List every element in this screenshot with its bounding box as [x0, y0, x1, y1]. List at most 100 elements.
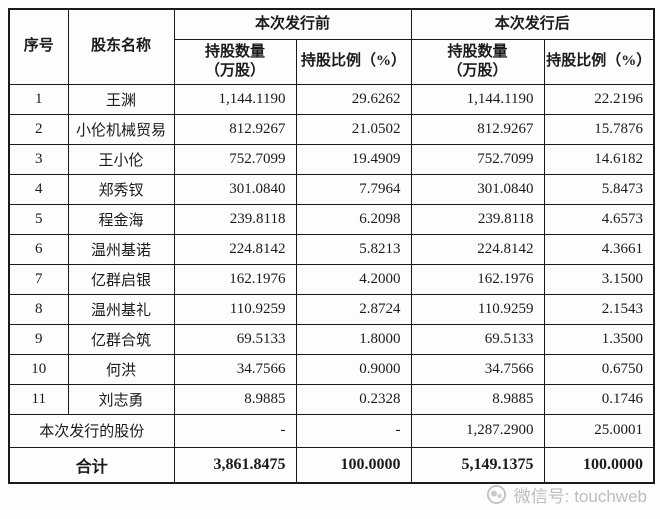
header-pre-pct: 持股比例（%）	[295, 38, 412, 85]
table-row: 8 温州基礼 110.9259 2.8724 110.9259 2.1543	[8, 293, 655, 325]
cell-shareholder-name: 程金海	[67, 203, 175, 235]
cell-pre-qty: 162.1976	[173, 263, 297, 295]
cell-pre-qty: 752.7099	[173, 143, 297, 175]
cell-pre-pct: 5.8213	[295, 233, 412, 265]
table-row: 1 王渊 1,144.1190 29.6262 1,144.1190 22.21…	[8, 83, 655, 115]
total-row-pre-qty: 3,861.8475	[173, 446, 297, 484]
table-row: 4 郑秀钗 301.0840 7.7964 301.0840 5.8473	[8, 173, 655, 205]
cell-index: 3	[8, 143, 69, 175]
issue-row-pre-qty: -	[173, 413, 297, 448]
header-post-qty-line1: 持股数量	[447, 43, 508, 60]
cell-pre-qty: 8.9885	[173, 383, 297, 415]
cell-shareholder-name: 郑秀钗	[67, 173, 175, 205]
cell-pre-pct: 1.8000	[295, 323, 412, 355]
watermark-text: 微信号: touchweb	[513, 487, 647, 506]
cell-index: 5	[8, 203, 69, 235]
table-row: 11 刘志勇 8.9885 0.2328 8.9885 0.1746	[8, 383, 655, 415]
table-row: 10 何洪 34.7566 0.9000 34.7566 0.6750	[8, 353, 655, 385]
header-post-qty-line2: （万股）	[447, 62, 508, 79]
cell-shareholder-name: 刘志勇	[67, 383, 175, 415]
issue-row-post-qty: 1,287.2900	[410, 413, 545, 448]
table-body: 1 王渊 1,144.1190 29.6262 1,144.1190 22.21…	[8, 83, 655, 415]
total-row-post-qty: 5,149.1375	[410, 446, 545, 484]
total-row-post-pct: 100.0000	[543, 446, 655, 484]
cell-post-qty: 1,144.1190	[410, 83, 545, 115]
cell-post-qty: 812.9267	[410, 113, 545, 145]
header-pre-qty-line2: （万股）	[204, 62, 265, 79]
cell-post-qty: 8.9885	[410, 383, 545, 415]
cell-shareholder-name: 温州基礼	[67, 293, 175, 325]
cell-pre-qty: 224.8142	[173, 233, 297, 265]
issue-row-label: 本次发行的股份	[8, 413, 175, 448]
cell-pre-pct: 21.0502	[295, 113, 412, 145]
cell-post-pct: 15.7876	[543, 113, 655, 145]
table-row: 5 程金海 239.8118 6.2098 239.8118 4.6573	[8, 203, 655, 235]
cell-pre-pct: 2.8724	[295, 293, 412, 325]
header-shareholder-name: 股东名称	[67, 8, 175, 85]
header-post-pct: 持股比例（%）	[543, 38, 655, 85]
cell-shareholder-name: 王渊	[67, 83, 175, 115]
cell-post-pct: 22.2196	[543, 83, 655, 115]
cell-post-qty: 34.7566	[410, 353, 545, 385]
cell-shareholder-name: 亿群启银	[67, 263, 175, 295]
header-group-pre-issue: 本次发行前	[173, 8, 412, 40]
cell-shareholder-name: 何洪	[67, 353, 175, 385]
table-row: 9 亿群合筑 69.5133 1.8000 69.5133 1.3500	[8, 323, 655, 355]
cell-post-pct: 0.1746	[543, 383, 655, 415]
cell-post-pct: 14.6182	[543, 143, 655, 175]
cell-pre-qty: 812.9267	[173, 113, 297, 145]
total-row-pre-pct: 100.0000	[295, 446, 412, 484]
cell-pre-pct: 0.9000	[295, 353, 412, 385]
cell-post-pct: 1.3500	[543, 323, 655, 355]
cell-post-qty: 110.9259	[410, 293, 545, 325]
table-row: 3 王小伦 752.7099 19.4909 752.7099 14.6182	[8, 143, 655, 175]
header-pre-qty: 持股数量 （万股）	[173, 38, 297, 85]
cell-shareholder-name: 小伦机械贸易	[67, 113, 175, 145]
total-row: 合计 3,861.8475 100.0000 5,149.1375 100.00…	[8, 446, 655, 484]
cell-post-qty: 224.8142	[410, 233, 545, 265]
header-pre-qty-line1: 持股数量	[204, 43, 265, 60]
cell-index: 10	[8, 353, 69, 385]
cell-shareholder-name: 王小伦	[67, 143, 175, 175]
cell-index: 4	[8, 173, 69, 205]
watermark: 微信号: touchweb	[486, 482, 647, 507]
issue-row: 本次发行的股份 - - 1,287.2900 25.0001	[8, 413, 655, 448]
cell-pre-qty: 110.9259	[173, 293, 297, 325]
cell-post-qty: 301.0840	[410, 173, 545, 205]
cell-post-qty: 69.5133	[410, 323, 545, 355]
cell-pre-qty: 69.5133	[173, 323, 297, 355]
cell-index: 7	[8, 263, 69, 295]
cell-post-qty: 162.1976	[410, 263, 545, 295]
cell-shareholder-name: 亿群合筑	[67, 323, 175, 355]
cell-post-pct: 3.1500	[543, 263, 655, 295]
cell-index: 1	[8, 83, 69, 115]
cell-pre-qty: 239.8118	[173, 203, 297, 235]
cell-post-pct: 4.6573	[543, 203, 655, 235]
table-row: 2 小伦机械贸易 812.9267 21.0502 812.9267 15.78…	[8, 113, 655, 145]
wechat-logo-icon	[486, 484, 507, 505]
cell-post-qty: 752.7099	[410, 143, 545, 175]
cell-pre-pct: 7.7964	[295, 173, 412, 205]
shareholder-table: 序号 股东名称 本次发行前 本次发行后 持股数量 （万股） 持股比例（%） 持股数…	[8, 8, 656, 484]
cell-index: 9	[8, 323, 69, 355]
cell-pre-pct: 6.2098	[295, 203, 412, 235]
cell-pre-qty: 1,144.1190	[173, 83, 297, 115]
cell-post-pct: 0.6750	[543, 353, 655, 385]
cell-post-pct: 2.1543	[543, 293, 655, 325]
cell-index: 6	[8, 233, 69, 265]
table-row: 6 温州基诺 224.8142 5.8213 224.8142 4.3661	[8, 233, 655, 265]
total-row-label: 合计	[8, 446, 175, 484]
header-index: 序号	[8, 8, 69, 85]
cell-shareholder-name: 温州基诺	[67, 233, 175, 265]
table-row: 7 亿群启银 162.1976 4.2000 162.1976 3.1500	[8, 263, 655, 295]
header-post-qty: 持股数量 （万股）	[410, 38, 545, 85]
cell-index: 8	[8, 293, 69, 325]
cell-index: 11	[8, 383, 69, 415]
cell-pre-pct: 4.2000	[295, 263, 412, 295]
cell-pre-pct: 29.6262	[295, 83, 412, 115]
cell-index: 2	[8, 113, 69, 145]
cell-post-pct: 5.8473	[543, 173, 655, 205]
issue-row-pre-pct: -	[295, 413, 412, 448]
table-header: 序号 股东名称 本次发行前 本次发行后 持股数量 （万股） 持股比例（%） 持股数…	[8, 8, 655, 85]
